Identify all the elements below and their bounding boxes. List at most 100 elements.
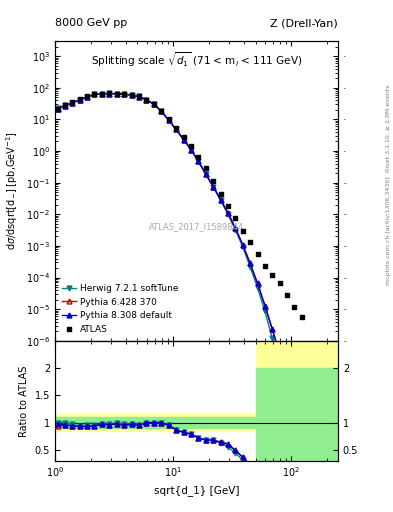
Pythia 8.308 default xyxy=(55,105,60,112)
ATLAS xyxy=(180,133,187,141)
Pythia 6.428 370 xyxy=(255,281,260,287)
Pythia 6.428 370 xyxy=(99,91,104,97)
Y-axis label: d$\sigma$/dsqrt[d$_{-}$] [pb,GeV$^{-1}$]: d$\sigma$/dsqrt[d$_{-}$] [pb,GeV$^{-1}$] xyxy=(5,132,20,250)
Pythia 6.428 370 xyxy=(92,92,97,98)
Pythia 6.428 370 xyxy=(299,434,304,440)
Pythia 6.428 370 xyxy=(240,242,245,248)
ATLAS xyxy=(54,104,61,113)
ATLAS xyxy=(195,153,202,161)
Pythia 6.428 370 xyxy=(226,210,230,216)
ATLAS xyxy=(173,123,179,132)
Pythia 8.308 default xyxy=(107,91,112,97)
Pythia 8.308 default xyxy=(240,242,245,248)
Pythia 8.308 default xyxy=(174,126,178,133)
Pythia 8.308 default xyxy=(203,170,208,177)
Herwig 7.2.1 softTune xyxy=(196,158,201,164)
Herwig 7.2.1 softTune xyxy=(299,450,304,456)
Herwig 7.2.1 softTune xyxy=(203,170,208,177)
ATLAS xyxy=(121,90,127,98)
Pythia 6.428 370 xyxy=(77,97,82,103)
Herwig 7.2.1 softTune xyxy=(129,92,134,98)
Text: Rivet 3.1.10, ≥ 2.8M events: Rivet 3.1.10, ≥ 2.8M events xyxy=(386,84,391,172)
Pythia 8.308 default xyxy=(159,108,163,114)
Herwig 7.2.1 softTune xyxy=(70,99,75,105)
Y-axis label: Ratio to ATLAS: Ratio to ATLAS xyxy=(19,365,29,437)
Herwig 7.2.1 softTune xyxy=(277,363,282,369)
ATLAS xyxy=(99,90,105,98)
ATLAS xyxy=(299,313,305,322)
Text: 8000 GeV pp: 8000 GeV pp xyxy=(55,18,127,28)
ATLAS xyxy=(165,115,172,123)
Pythia 8.308 default xyxy=(99,91,104,97)
Herwig 7.2.1 softTune xyxy=(137,93,141,99)
Pythia 8.308 default xyxy=(151,101,156,108)
Pythia 8.308 default xyxy=(317,471,322,477)
Pythia 8.308 default xyxy=(255,281,260,287)
Herwig 7.2.1 softTune xyxy=(85,94,90,100)
Line: Pythia 8.308 default: Pythia 8.308 default xyxy=(55,91,322,476)
ATLAS xyxy=(77,95,83,103)
Pythia 6.428 370 xyxy=(63,102,68,109)
ATLAS xyxy=(69,98,75,106)
Text: mcplots.cern.ch [arXiv:1306.3436]: mcplots.cern.ch [arXiv:1306.3436] xyxy=(386,176,391,285)
ATLAS xyxy=(262,262,268,270)
Pythia 6.428 370 xyxy=(211,183,215,189)
Pythia 8.308 default xyxy=(144,97,149,103)
Pythia 6.428 370 xyxy=(122,91,127,97)
Pythia 8.308 default xyxy=(196,158,201,164)
ATLAS xyxy=(151,100,157,109)
Pythia 8.308 default xyxy=(63,102,68,109)
Pythia 8.308 default xyxy=(248,260,252,266)
ATLAS xyxy=(232,214,239,222)
ATLAS xyxy=(136,92,142,100)
Herwig 7.2.1 softTune xyxy=(107,90,112,96)
Pythia 8.308 default xyxy=(181,137,186,143)
Herwig 7.2.1 softTune xyxy=(77,97,82,103)
Pythia 6.428 370 xyxy=(292,406,297,412)
Pythia 6.428 370 xyxy=(285,378,290,385)
ATLAS xyxy=(84,92,90,100)
Herwig 7.2.1 softTune xyxy=(92,91,97,97)
Herwig 7.2.1 softTune xyxy=(218,197,223,203)
Pythia 6.428 370 xyxy=(137,94,141,100)
Pythia 8.308 default xyxy=(85,94,90,100)
Pythia 6.428 370 xyxy=(159,108,163,114)
ATLAS xyxy=(284,291,290,299)
Pythia 6.428 370 xyxy=(129,92,134,98)
Herwig 7.2.1 softTune xyxy=(151,101,156,108)
Pythia 6.428 370 xyxy=(277,351,282,357)
ATLAS xyxy=(239,227,246,235)
X-axis label: sqrt{d_1} [GeV]: sqrt{d_1} [GeV] xyxy=(154,485,239,496)
ATLAS xyxy=(62,101,68,109)
ATLAS xyxy=(91,90,97,98)
Pythia 8.308 default xyxy=(77,97,82,103)
Pythia 8.308 default xyxy=(226,210,230,216)
Herwig 7.2.1 softTune xyxy=(248,264,252,270)
Herwig 7.2.1 softTune xyxy=(166,117,171,123)
Pythia 8.308 default xyxy=(270,326,275,332)
Legend: Herwig 7.2.1 softTune, Pythia 6.428 370, Pythia 8.308 default, ATLAS: Herwig 7.2.1 softTune, Pythia 6.428 370,… xyxy=(59,282,182,336)
Pythia 6.428 370 xyxy=(166,117,171,123)
Pythia 6.428 370 xyxy=(144,97,149,103)
Herwig 7.2.1 softTune xyxy=(181,137,186,143)
Pythia 8.308 default xyxy=(92,92,97,98)
Pythia 6.428 370 xyxy=(174,126,178,133)
ATLAS xyxy=(269,271,275,279)
Herwig 7.2.1 softTune xyxy=(114,91,119,97)
Pythia 8.308 default xyxy=(299,433,304,439)
Pythia 6.428 370 xyxy=(317,472,322,478)
Herwig 7.2.1 softTune xyxy=(63,102,68,108)
Herwig 7.2.1 softTune xyxy=(189,146,193,153)
Pythia 8.308 default xyxy=(233,225,238,231)
Pythia 6.428 370 xyxy=(55,105,60,112)
Pythia 8.308 default xyxy=(114,91,119,97)
Pythia 8.308 default xyxy=(189,146,193,153)
Pythia 8.308 default xyxy=(285,378,290,384)
Pythia 8.308 default xyxy=(218,197,223,203)
Herwig 7.2.1 softTune xyxy=(174,126,178,133)
Herwig 7.2.1 softTune xyxy=(144,97,149,103)
Herwig 7.2.1 softTune xyxy=(270,335,275,342)
Text: Splitting scale $\sqrt{d_1}$ (71 < m$_l$ < 111 GeV): Splitting scale $\sqrt{d_1}$ (71 < m$_l$… xyxy=(91,50,302,69)
Herwig 7.2.1 softTune xyxy=(122,91,127,97)
ATLAS xyxy=(158,107,164,115)
